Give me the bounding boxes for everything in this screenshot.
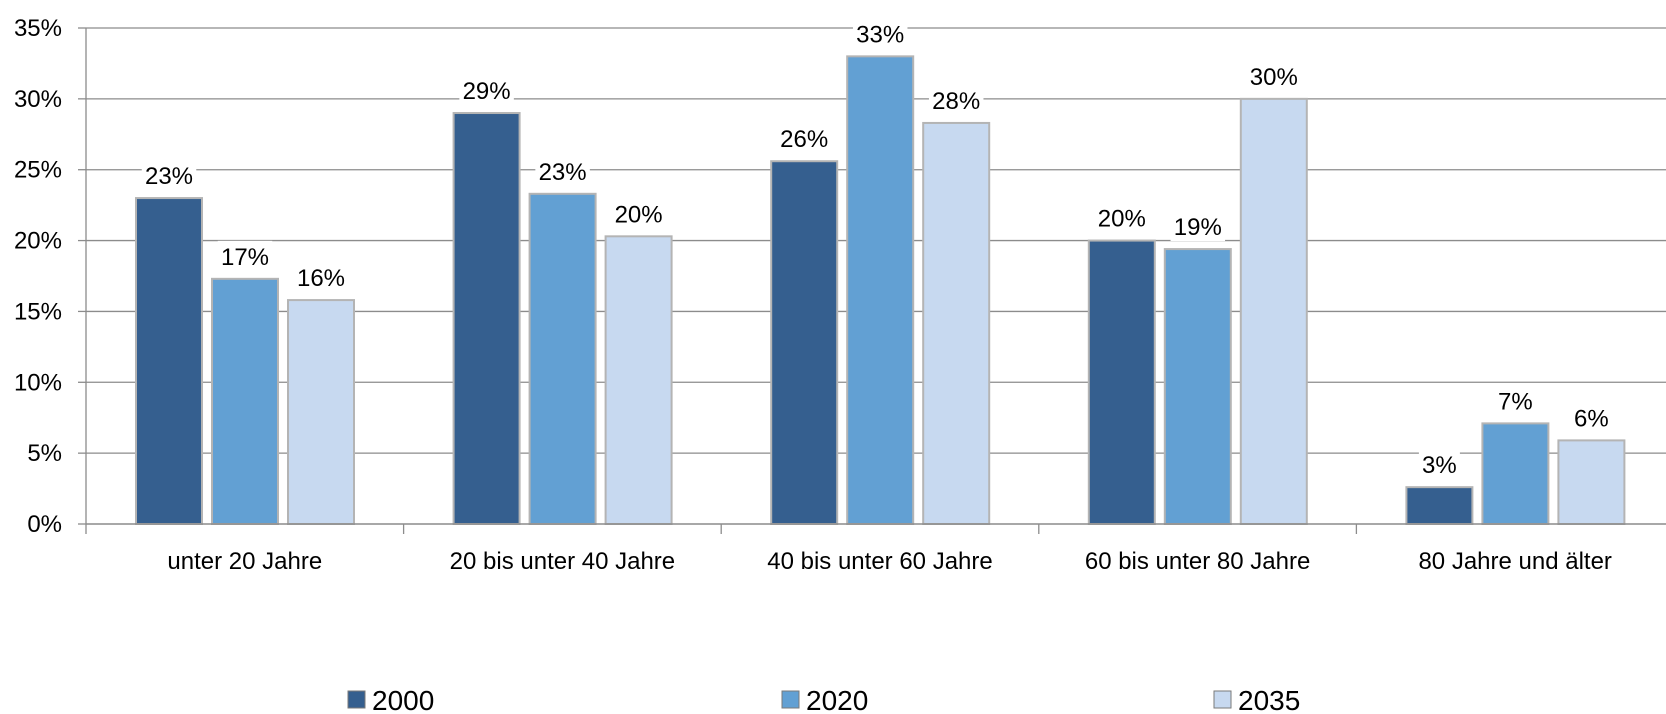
data-label-2035-80-jahre-und-lter: 6% xyxy=(1574,405,1609,432)
data-label-bg xyxy=(1570,402,1612,433)
y-tick-label: 25% xyxy=(14,157,62,184)
data-label-2020-40-bis-unter-60-jahre: 33% xyxy=(856,21,904,48)
data-label-bg xyxy=(1418,449,1460,480)
data-label-2035-60-bis-unter-80-jahre: 30% xyxy=(1250,64,1298,91)
data-label-bg xyxy=(1094,202,1150,233)
bar-2035-80-jahre-und-lter xyxy=(1557,439,1626,526)
category-label-80-jahre-und-lter: 80 Jahre und älter xyxy=(1418,548,1611,575)
bar-2000-unter-20-jahre xyxy=(135,197,203,526)
data-label-bg xyxy=(1494,385,1536,416)
bars xyxy=(135,55,1626,526)
bar-2035-40-bis-unter-60-jahre xyxy=(922,121,991,525)
data-label-2020-unter-20-jahre: 17% xyxy=(221,244,269,271)
data-label-2020-20-bis-unter-40-jahre: 23% xyxy=(539,159,587,186)
category-label-20-bis-unter-40-jahre: 20 bis unter 40 Jahre xyxy=(450,548,675,575)
legend-label-2000: 2000 xyxy=(372,685,434,714)
y-tick-label: 35% xyxy=(14,15,62,42)
data-labels: 23% 17% 16% 29% 23% 20% 26% 33% 28% 20% 19% 30% 3% 7%… xyxy=(141,18,1612,480)
y-tick-label: 5% xyxy=(27,440,62,467)
bar-2000-40-bis-unter-60-jahre xyxy=(770,160,839,525)
y-tick-label: 10% xyxy=(14,369,62,396)
data-label-bg xyxy=(293,262,349,293)
bar-2020-unter-20-jahre xyxy=(211,277,279,525)
data-label-bg xyxy=(1246,60,1302,91)
data-label-2035-40-bis-unter-60-jahre: 28% xyxy=(932,88,980,115)
bar-2020-40-bis-unter-60-jahre xyxy=(846,55,915,525)
y-tick-label: 0% xyxy=(27,511,62,538)
legend: 2000 2020 2035 xyxy=(347,685,1300,714)
bar-2035-unter-20-jahre xyxy=(287,299,355,525)
data-label-2000-40-bis-unter-60-jahre: 26% xyxy=(780,126,828,153)
bar-2000-20-bis-unter-40-jahre xyxy=(452,112,521,526)
data-label-bg xyxy=(217,240,273,271)
category-label-60-bis-unter-80-jahre: 60 bis unter 80 Jahre xyxy=(1085,548,1310,575)
category-label-40-bis-unter-60-jahre: 40 bis unter 60 Jahre xyxy=(767,548,992,575)
data-label-bg xyxy=(1170,211,1226,242)
data-label-2035-20-bis-unter-40-jahre: 20% xyxy=(615,201,663,228)
legend-label-2035: 2035 xyxy=(1238,685,1300,714)
bar-2020-60-bis-unter-80-jahre xyxy=(1163,248,1232,525)
data-label-bg xyxy=(535,155,590,186)
bar-2020-80-jahre-und-lter xyxy=(1481,422,1550,525)
data-label-bg xyxy=(928,84,984,115)
data-label-bg xyxy=(141,160,197,191)
data-label-bg xyxy=(611,198,666,229)
data-label-2000-80-jahre-und-lter: 3% xyxy=(1422,452,1457,479)
data-label-2035-unter-20-jahre: 16% xyxy=(297,265,345,292)
category-label-unter-20-jahre: unter 20 Jahre xyxy=(167,548,322,575)
data-label-bg xyxy=(459,75,514,106)
bar-2000-80-jahre-und-lter xyxy=(1405,486,1474,526)
legend-swatch-2035 xyxy=(1213,690,1232,709)
legend-swatch-2020 xyxy=(781,690,800,709)
legend-label-2020: 2020 xyxy=(806,685,868,714)
legend-swatch-2000 xyxy=(347,690,366,709)
x-axis: unter 20 Jahre 20 bis unter 40 Jahre 40 bi… xyxy=(85,523,1666,575)
data-label-2020-60-bis-unter-80-jahre: 19% xyxy=(1174,214,1222,241)
y-tick-label: 30% xyxy=(14,86,62,113)
data-label-2000-unter-20-jahre: 23% xyxy=(145,163,193,190)
bar-2035-60-bis-unter-80-jahre xyxy=(1239,97,1308,525)
data-label-2020-80-jahre-und-lter: 7% xyxy=(1498,388,1533,415)
y-tick-label: 15% xyxy=(14,298,62,325)
data-label-bg xyxy=(852,18,908,49)
data-label-bg xyxy=(776,123,832,154)
bar-2000-60-bis-unter-80-jahre xyxy=(1087,239,1156,525)
data-label-2000-60-bis-unter-80-jahre: 20% xyxy=(1098,206,1146,233)
data-label-2000-20-bis-unter-40-jahre: 29% xyxy=(463,78,511,105)
bar-2035-20-bis-unter-40-jahre xyxy=(604,235,673,525)
y-axis: 0% 5% 10% 15% 20% 25% 30% 35% xyxy=(14,15,87,538)
bar-2020-20-bis-unter-40-jahre xyxy=(528,192,597,525)
y-tick-label: 20% xyxy=(14,228,62,255)
